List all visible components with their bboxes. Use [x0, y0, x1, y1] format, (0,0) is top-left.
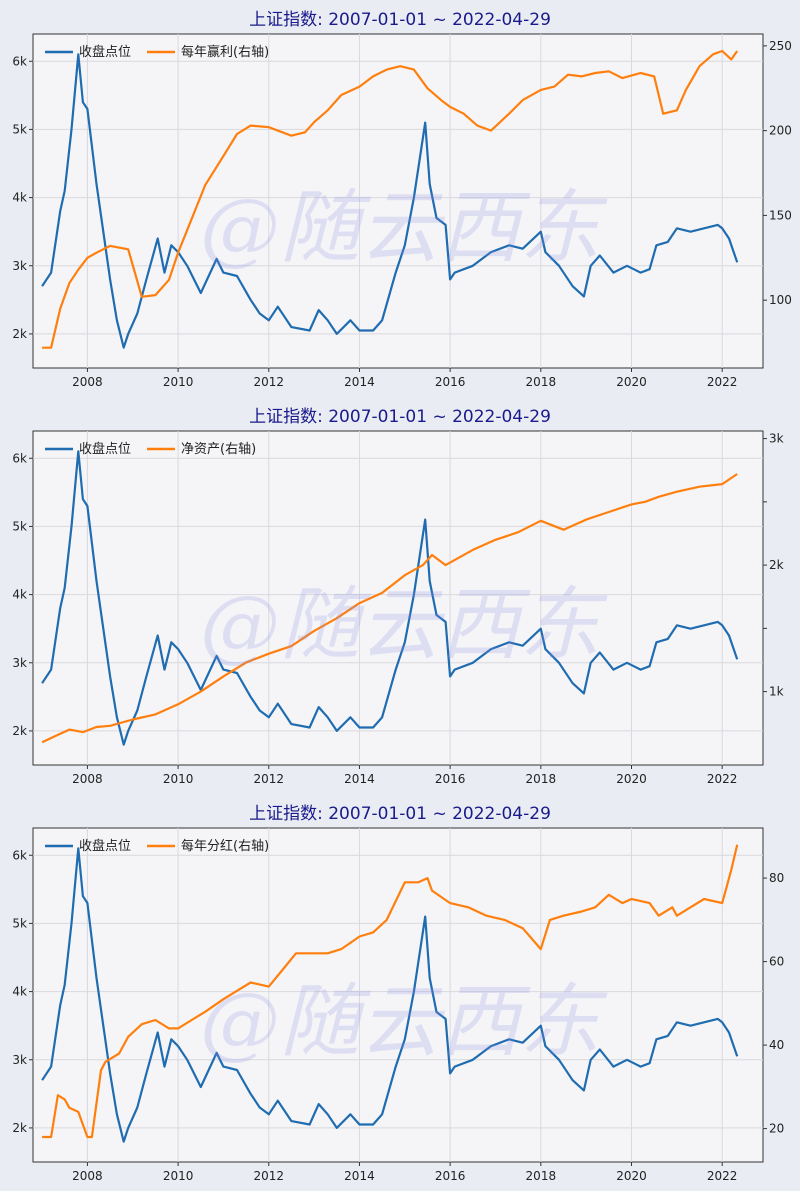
right-tick-label: 150	[769, 208, 792, 222]
x-tick-label: 2016	[435, 1169, 466, 1183]
watermark-text: @随云西东	[200, 578, 608, 671]
watermark-text: @随云西东	[200, 181, 608, 274]
right-tick-label: 20	[769, 1122, 784, 1136]
x-tick-label: 2018	[526, 375, 557, 389]
left-tick-label: 2k	[12, 1121, 27, 1135]
x-tick-label: 2010	[163, 772, 194, 786]
left-tick-label: 3k	[12, 259, 27, 273]
x-tick-label: 2010	[163, 1169, 194, 1183]
x-tick-label: 2014	[344, 375, 375, 389]
legend-label-secondary: 每年赢利(右轴)	[181, 44, 269, 60]
right-tick-label: 100	[769, 293, 792, 307]
x-tick-label: 2018	[526, 772, 557, 786]
right-tick-label: 1k	[769, 685, 784, 699]
left-tick-label: 6k	[12, 451, 27, 465]
legend-label-index: 收盘点位	[79, 441, 131, 457]
x-tick-label: 2018	[526, 1169, 557, 1183]
legend-label-secondary: 每年分红(右轴)	[181, 838, 269, 854]
index-close-line	[41, 847, 739, 1143]
chart-title: 上证指数: 2007-01-01 ~ 2022-04-29	[249, 10, 551, 30]
left-tick-label: 5k	[12, 519, 27, 533]
x-tick-label: 2022	[707, 1169, 738, 1183]
index-close-line	[41, 53, 739, 349]
left-tick-label: 2k	[12, 327, 27, 341]
x-tick-label: 2020	[616, 772, 647, 786]
x-tick-label: 2022	[707, 772, 738, 786]
x-tick-label: 2012	[254, 772, 285, 786]
x-tick-label: 2020	[616, 1169, 647, 1183]
chart-title: 上证指数: 2007-01-01 ~ 2022-04-29	[249, 407, 551, 427]
left-tick-label: 6k	[12, 54, 27, 68]
watermark-text: @随云西东	[200, 975, 608, 1068]
x-tick-label: 2016	[435, 772, 466, 786]
legend-label-index: 收盘点位	[79, 44, 131, 60]
x-tick-label: 2008	[72, 375, 103, 389]
left-tick-label: 3k	[12, 656, 27, 670]
left-tick-label: 4k	[12, 985, 27, 999]
right-tick-label: 250	[769, 39, 792, 53]
left-tick-label: 4k	[12, 588, 27, 602]
secondary-series-line	[41, 473, 738, 744]
plot-area	[32, 33, 764, 369]
legend-label-secondary: 净资产(右轴)	[181, 442, 256, 457]
plot-area	[32, 827, 764, 1163]
left-tick-label: 5k	[12, 122, 27, 136]
x-tick-label: 2022	[707, 375, 738, 389]
left-tick-label: 2k	[12, 724, 27, 738]
right-tick-label: 80	[769, 871, 784, 885]
secondary-series-line	[42, 49, 739, 349]
right-tick-label: 200	[769, 124, 792, 138]
x-tick-label: 2008	[72, 1169, 103, 1183]
x-tick-label: 2012	[254, 375, 285, 389]
chart-panel-3: 上证指数: 2007-01-01 ~ 2022-04-29 2k 3k 4k 5k 6k 2…	[12, 804, 784, 1183]
x-tick-label: 2012	[254, 1169, 285, 1183]
right-tick-label: 2k	[769, 558, 784, 572]
x-tick-label: 2014	[344, 772, 375, 786]
x-tick-label: 2014	[344, 1169, 375, 1183]
right-tick-label: 40	[769, 1038, 784, 1052]
chart-title: 上证指数: 2007-01-01 ~ 2022-04-29	[249, 804, 551, 824]
x-tick-label: 2020	[616, 375, 647, 389]
x-tick-label: 2016	[435, 375, 466, 389]
x-tick-label: 2010	[163, 375, 194, 389]
legend-label-index: 收盘点位	[79, 838, 131, 854]
chart-panel-2: 上证指数: 2007-01-01 ~ 2022-04-29 2k 3k 4k 5k 6k 2…	[12, 407, 783, 786]
left-tick-label: 3k	[12, 1053, 27, 1067]
secondary-series-line	[42, 844, 739, 1139]
x-tick-label: 2008	[72, 772, 103, 786]
left-tick-label: 5k	[12, 916, 27, 930]
chart-panel-1: 上证指数: 2007-01-01 ~ 2022-04-29 2k 3k 4k 5k 6k 2…	[12, 10, 792, 389]
index-close-line	[41, 450, 739, 746]
left-tick-label: 4k	[12, 191, 27, 205]
left-tick-label: 6k	[12, 848, 27, 862]
plot-area	[32, 430, 764, 766]
right-tick-label: 3k	[769, 432, 784, 446]
right-tick-label: 60	[769, 955, 784, 969]
